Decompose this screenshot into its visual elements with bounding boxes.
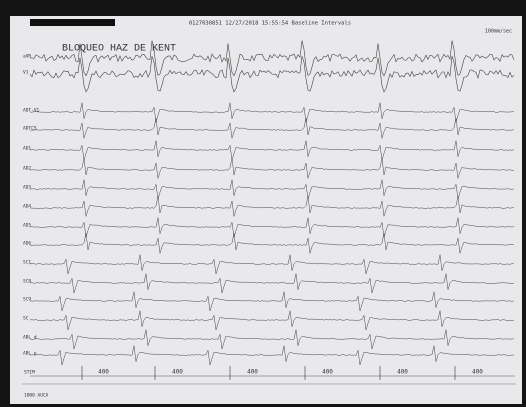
stim-label: STIM bbox=[24, 370, 35, 376]
header-bar bbox=[30, 19, 115, 26]
channel-label: V1 bbox=[23, 70, 29, 76]
channel-label: AD6 bbox=[23, 241, 31, 247]
channel-label: SC1 bbox=[23, 260, 31, 266]
channel-label: AD1 bbox=[23, 146, 31, 152]
channel-label: SC9 bbox=[23, 297, 31, 303]
interval-label: 400 bbox=[322, 369, 333, 376]
footer: 1000 AUCA bbox=[24, 393, 49, 399]
trace bbox=[29, 140, 515, 161]
channel-label: ABL p bbox=[23, 351, 37, 357]
channel-label: aVR bbox=[23, 54, 31, 60]
trace bbox=[29, 217, 515, 238]
interval-label: 400 bbox=[247, 369, 258, 376]
channel-label: SC bbox=[23, 316, 29, 322]
channel-label: AD5 bbox=[23, 223, 31, 229]
channel-label: AD3 bbox=[23, 185, 31, 191]
trace bbox=[29, 102, 515, 123]
trace bbox=[29, 56, 515, 93]
trace bbox=[29, 158, 515, 179]
channel-label: SC8 bbox=[23, 279, 31, 285]
interval-label: 400 bbox=[172, 369, 183, 376]
recording-info: 0127030851 12/27/2018 15:55:54 Baseline … bbox=[189, 21, 351, 27]
trace bbox=[30, 345, 515, 366]
channel-label: ABL d bbox=[23, 335, 37, 341]
channel-label: AD4 bbox=[23, 204, 31, 210]
trace bbox=[29, 40, 515, 77]
trace bbox=[29, 329, 514, 350]
speed: 100mm/sec bbox=[485, 29, 512, 35]
trace bbox=[29, 233, 515, 254]
trace bbox=[29, 196, 515, 217]
channel-label: AD2 bbox=[23, 166, 31, 172]
trace bbox=[29, 118, 515, 139]
trace bbox=[29, 254, 515, 275]
interval-label: 400 bbox=[472, 369, 483, 376]
interval-label: 400 bbox=[98, 369, 109, 376]
title: BLOQUEO HAZ DE KENT bbox=[62, 44, 176, 55]
traces bbox=[29, 40, 515, 366]
interval-label: 400 bbox=[397, 369, 408, 376]
trace bbox=[29, 310, 515, 331]
channel-label: ADTCS bbox=[23, 126, 37, 132]
trace bbox=[30, 291, 515, 312]
trace bbox=[29, 273, 515, 294]
trace bbox=[30, 179, 515, 200]
channel-label: ADT-V1 bbox=[23, 108, 40, 114]
